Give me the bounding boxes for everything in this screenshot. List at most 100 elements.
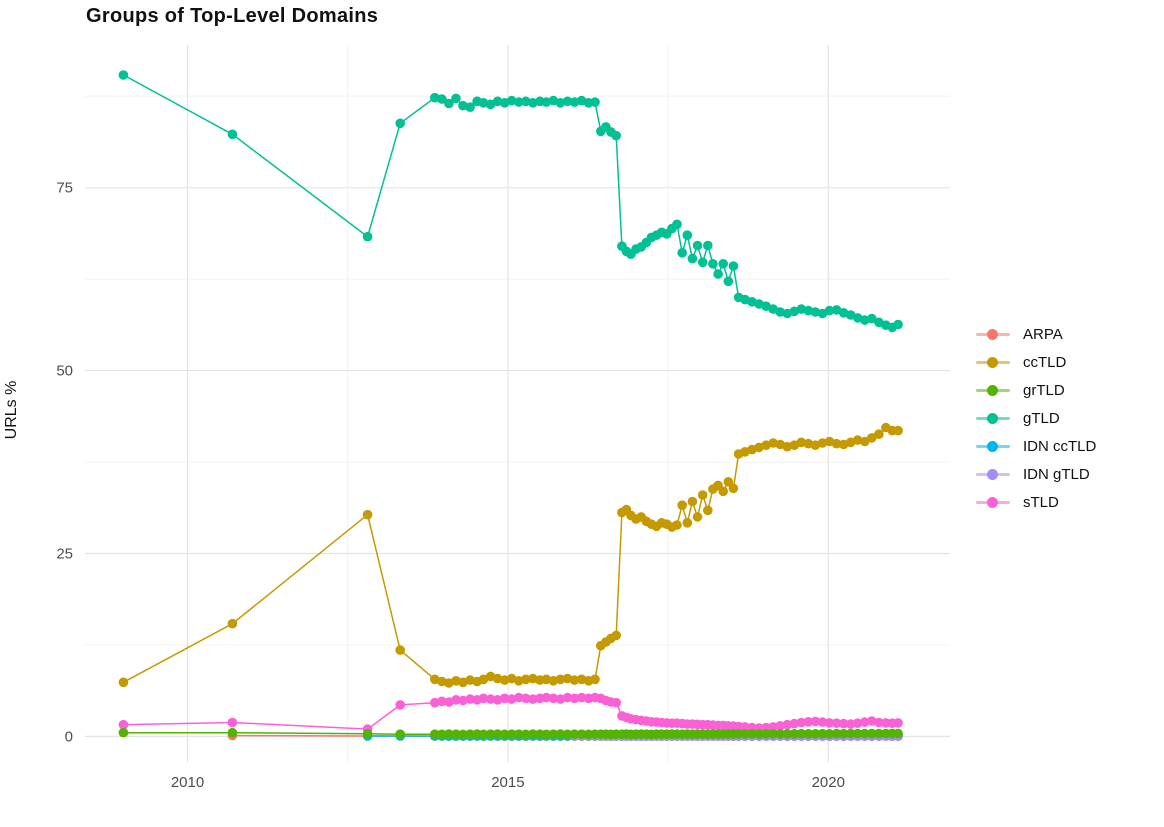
series-point-grtld bbox=[492, 729, 503, 739]
series-point-stld bbox=[514, 692, 524, 703]
series-point-stld bbox=[499, 693, 510, 704]
series-point-gtld bbox=[687, 253, 698, 264]
series-point-stld bbox=[521, 693, 531, 704]
y-axis-title: URLs % bbox=[3, 380, 20, 440]
series-point-gtld bbox=[703, 240, 713, 251]
series-point-cctld bbox=[362, 509, 373, 520]
legend-key-icon bbox=[976, 412, 1010, 425]
series-point-cctld bbox=[723, 477, 734, 487]
series-point-grtld bbox=[775, 729, 785, 739]
series-point-cctld bbox=[697, 490, 708, 500]
series-point-cctld bbox=[395, 645, 406, 655]
series-point-grtld bbox=[362, 729, 373, 739]
series-point-stld bbox=[395, 700, 406, 710]
series-point-cctld bbox=[611, 630, 621, 641]
series-point-grtld bbox=[740, 729, 750, 739]
series-point-grtld bbox=[444, 729, 454, 739]
series-point-stld bbox=[824, 718, 835, 728]
legend-label: IDN ccTLD bbox=[1023, 437, 1097, 455]
series-point-grtld bbox=[817, 728, 828, 739]
series-point-grtld bbox=[437, 729, 447, 740]
series-point-stld bbox=[528, 694, 538, 704]
series-point-gtld bbox=[677, 248, 687, 258]
series-point-cctld bbox=[672, 520, 682, 530]
series-point-gtld bbox=[118, 70, 129, 80]
series-point-stld bbox=[548, 693, 559, 704]
series-point-gtld bbox=[718, 259, 728, 269]
series-point-stld bbox=[845, 719, 856, 729]
legend-item-grtld: grTLD bbox=[976, 376, 1096, 404]
series-point-stld bbox=[817, 717, 828, 727]
series-point-grtld bbox=[576, 729, 587, 739]
y-axis-tick-label: 25 bbox=[56, 545, 73, 562]
series-point-gtld bbox=[562, 96, 573, 107]
series-point-stld bbox=[852, 718, 863, 728]
series-point-stld bbox=[465, 694, 475, 704]
series-point-grtld bbox=[451, 729, 461, 739]
series-point-stld bbox=[485, 694, 496, 704]
y-axis-tick-label: 50 bbox=[56, 363, 73, 380]
legend-label: grTLD bbox=[1023, 381, 1065, 399]
series-point-grtld bbox=[541, 729, 552, 740]
series-point-cctld bbox=[687, 496, 698, 507]
series-point-gtld bbox=[682, 230, 693, 240]
series-point-grtld bbox=[548, 729, 559, 739]
series-point-cctld bbox=[555, 674, 566, 685]
series-point-stld bbox=[458, 695, 468, 706]
series-point-cctld bbox=[692, 512, 703, 522]
series-point-stld bbox=[562, 692, 573, 703]
series-point-grtld bbox=[845, 728, 856, 739]
series-point-grtld bbox=[485, 729, 496, 739]
series-point-gtld bbox=[723, 276, 734, 287]
series-point-gtld bbox=[824, 305, 835, 316]
series-point-stld bbox=[796, 717, 807, 728]
series-line-gtld bbox=[123, 74, 899, 329]
series-point-stld bbox=[803, 717, 814, 727]
series-point-gtld bbox=[227, 129, 238, 140]
x-axis-tick-label: 2020 bbox=[812, 774, 845, 791]
series-point-grtld bbox=[569, 729, 580, 739]
legend: ARPA ccTLD grTLD gTLD IDN ccTLD bbox=[976, 320, 1096, 516]
series-point-stld bbox=[437, 696, 447, 707]
series-point-grtld bbox=[838, 728, 849, 739]
series-point-gtld bbox=[728, 261, 739, 271]
series-point-grtld bbox=[803, 729, 814, 739]
legend-item-arpa: ARPA bbox=[976, 320, 1096, 348]
series-point-grtld bbox=[782, 729, 793, 739]
series-point-grtld bbox=[521, 729, 531, 740]
series-point-grtld bbox=[395, 729, 406, 739]
series-point-grtld bbox=[118, 727, 129, 738]
series-point-grtld bbox=[499, 729, 510, 740]
series-point-cctld bbox=[874, 429, 884, 440]
x-axis-tick-label: 2010 bbox=[171, 774, 204, 791]
series-point-gtld bbox=[611, 130, 621, 141]
series-point-cctld bbox=[796, 437, 807, 448]
series-point-stld bbox=[775, 721, 785, 731]
series-point-stld bbox=[838, 718, 849, 729]
series-point-gtld bbox=[465, 102, 475, 112]
series-point-gtld bbox=[362, 231, 373, 242]
legend-label: ARPA bbox=[1023, 325, 1063, 343]
series-point-grtld bbox=[506, 729, 517, 739]
series-point-stld bbox=[576, 692, 587, 703]
series-point-grtld bbox=[747, 729, 757, 739]
series-point-grtld bbox=[761, 729, 771, 739]
series-point-gtld bbox=[697, 257, 708, 268]
series-point-grtld bbox=[768, 729, 778, 739]
series-point-grtld bbox=[430, 729, 440, 739]
series-point-grtld bbox=[860, 728, 870, 739]
series-point-grtld bbox=[562, 729, 573, 740]
legend-key-icon bbox=[976, 356, 1010, 369]
y-axis-tick-label: 0 bbox=[65, 728, 73, 745]
series-point-grtld bbox=[754, 729, 764, 739]
series-point-cctld bbox=[569, 675, 580, 685]
series-point-grtld bbox=[867, 728, 877, 739]
series-point-gtld bbox=[893, 319, 903, 330]
series-point-stld bbox=[831, 718, 842, 728]
series-point-cctld bbox=[852, 435, 863, 445]
series-point-stld bbox=[430, 697, 440, 708]
series-point-stld bbox=[541, 692, 552, 703]
series-point-grtld bbox=[796, 728, 807, 739]
legend-label: IDN gTLD bbox=[1023, 465, 1090, 483]
